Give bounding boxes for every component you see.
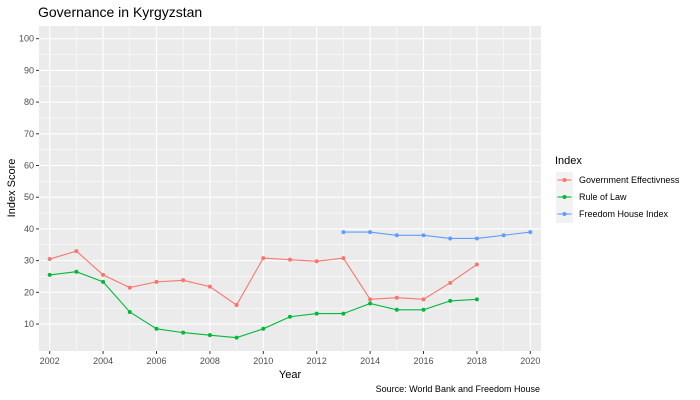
data-point xyxy=(127,310,132,314)
x-tick-label: 2008 xyxy=(200,356,220,366)
y-tick-label: 90 xyxy=(24,65,34,75)
x-tick-label: 2006 xyxy=(146,356,166,366)
x-tick-label: 2018 xyxy=(467,356,487,366)
data-point xyxy=(474,297,479,302)
legend-label: Government Effectivness xyxy=(579,175,680,185)
y-tick-label: 40 xyxy=(24,224,34,234)
data-point xyxy=(448,280,453,285)
x-tick-label: 2010 xyxy=(253,356,273,366)
y-tick-label: 80 xyxy=(24,97,34,107)
data-point xyxy=(474,236,479,241)
x-tick-label: 2020 xyxy=(520,356,540,366)
legend-key-point xyxy=(562,195,567,199)
data-point xyxy=(394,233,399,238)
legend-key-point xyxy=(562,178,567,182)
y-tick-label: 30 xyxy=(24,256,34,266)
data-point xyxy=(181,278,186,283)
legend-title: Index xyxy=(555,155,582,167)
data-point xyxy=(74,249,79,254)
data-point xyxy=(368,301,373,306)
data-point xyxy=(288,257,292,262)
data-point xyxy=(474,262,479,267)
y-tick-label: 100 xyxy=(19,34,34,44)
data-point xyxy=(207,284,212,289)
legend-label: Rule of Law xyxy=(579,192,627,202)
data-point xyxy=(47,272,52,277)
y-tick-label: 60 xyxy=(24,161,34,171)
data-point xyxy=(154,279,159,284)
y-axis-label: Index Score xyxy=(6,159,18,218)
y-tick-label: 10 xyxy=(24,319,34,329)
x-tick-label: 2002 xyxy=(40,356,60,366)
data-point xyxy=(394,307,399,312)
x-tick-label: 2004 xyxy=(93,356,113,366)
x-tick-label: 2012 xyxy=(307,356,327,366)
data-point xyxy=(421,307,426,312)
y-tick-label: 70 xyxy=(24,129,34,139)
source-caption: Source: World Bank and Freedom House xyxy=(376,384,540,394)
x-axis: 2002 2004 2006 2008 2010 2012 2014 2016 2018 2020 xyxy=(40,351,540,366)
grid xyxy=(39,26,541,351)
x-axis-label: Year xyxy=(279,369,302,381)
data-point xyxy=(234,335,239,340)
data-point xyxy=(314,259,319,264)
data-point xyxy=(154,326,159,331)
data-point xyxy=(74,269,79,274)
data-point xyxy=(421,297,426,302)
series-points xyxy=(47,230,533,340)
data-point xyxy=(314,311,319,316)
y-tick-label: 20 xyxy=(24,287,34,297)
data-point xyxy=(101,279,106,284)
data-point xyxy=(341,230,346,235)
data-point xyxy=(127,285,132,290)
data-point xyxy=(288,314,292,319)
data-point xyxy=(448,236,453,241)
data-point xyxy=(394,295,399,300)
data-point xyxy=(101,272,106,277)
data-point xyxy=(47,257,52,262)
data-point xyxy=(181,330,186,335)
data-point xyxy=(421,233,426,238)
y-axis: 10 20 30 40 50 60 70 80 90 100 xyxy=(19,34,39,329)
chart-title: Governance in Kyrgyzstan xyxy=(38,4,202,20)
legend: Index Government Effectivness Rule of Law… xyxy=(555,155,680,223)
x-tick-label: 2016 xyxy=(413,356,433,366)
data-point xyxy=(528,230,533,235)
data-point xyxy=(234,303,239,308)
legend-key-point xyxy=(562,212,567,216)
data-point xyxy=(501,233,506,238)
data-point xyxy=(341,311,346,316)
data-point xyxy=(261,326,266,331)
data-point xyxy=(368,297,373,302)
data-point xyxy=(207,333,212,338)
data-point xyxy=(448,298,453,303)
data-point xyxy=(368,230,373,235)
x-tick-label: 2014 xyxy=(360,356,380,366)
y-tick-label: 50 xyxy=(24,192,34,202)
data-point xyxy=(341,256,346,261)
data-point xyxy=(261,256,266,261)
series-line-2 xyxy=(343,231,531,239)
legend-label: Freedom House Index xyxy=(579,209,669,219)
